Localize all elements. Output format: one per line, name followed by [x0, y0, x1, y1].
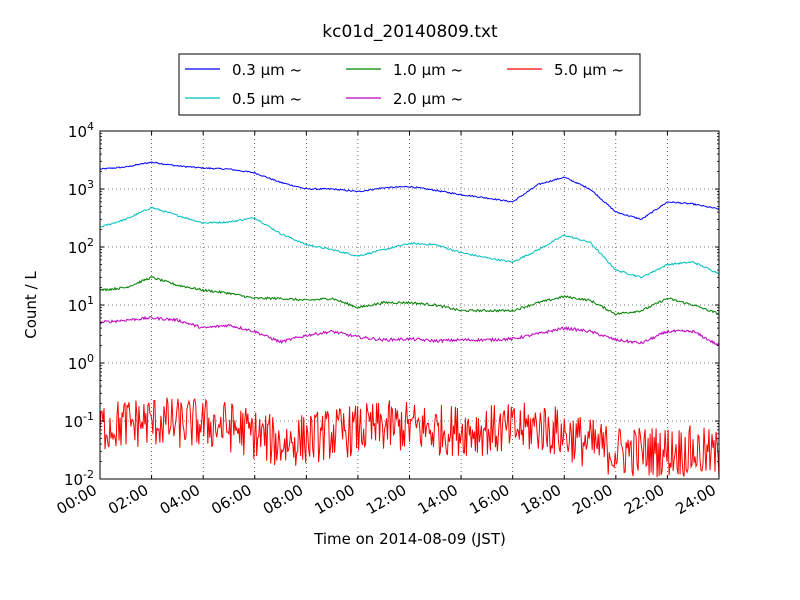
series-line-1	[100, 206, 720, 279]
y-tick-label: 102	[68, 236, 94, 257]
y-tick-label: 100	[68, 352, 94, 373]
x-axis-label: Time on 2014-08-09 (JST)	[313, 530, 506, 548]
legend-label: 5.0 μm ~	[554, 61, 624, 79]
x-tick-label: 14:00	[415, 481, 461, 518]
x-tick-label: 04:00	[157, 481, 203, 518]
x-tick-label: 08:00	[260, 481, 306, 518]
legend-label: 0.5 μm ~	[232, 90, 302, 108]
chart-title: kc01d_20140809.txt	[322, 22, 498, 42]
series-lines	[99, 161, 720, 478]
y-tick-label: 103	[68, 178, 94, 199]
legend-label: 0.3 μm ~	[232, 61, 302, 79]
y-axis-label: Count / L	[22, 271, 40, 339]
legend-label: 2.0 μm ~	[393, 90, 463, 108]
x-tick-label: 12:00	[363, 481, 409, 518]
legend-frame	[178, 53, 641, 116]
x-tick-label: 10:00	[311, 481, 357, 518]
y-tick-label: 10-1	[64, 410, 94, 431]
series-line-2	[99, 275, 720, 316]
x-tick-label: 20:00	[569, 481, 615, 518]
x-tick-label: 24:00	[673, 481, 719, 518]
x-tick-label: 18:00	[518, 481, 564, 518]
legend-label: 1.0 μm ~	[393, 61, 463, 79]
legend: 0.3 μm ~ 0.5 μm ~ 1.0 μm ~ 2.0 μm ~ 5.0 μm ~	[178, 53, 641, 116]
x-tick-label: 16:00	[466, 481, 512, 518]
x-tick-label: 06:00	[208, 481, 254, 518]
ticks	[99, 130, 720, 480]
y-tick-label: 101	[68, 294, 94, 315]
x-tick-label: 02:00	[105, 481, 151, 518]
y-tick-label: 10-2	[64, 468, 94, 489]
series-line-0	[99, 161, 720, 220]
series-line-4	[99, 397, 720, 478]
x-tick-label: 22:00	[621, 481, 667, 518]
series-line-3	[99, 315, 720, 346]
y-tick-label: 104	[68, 120, 94, 141]
